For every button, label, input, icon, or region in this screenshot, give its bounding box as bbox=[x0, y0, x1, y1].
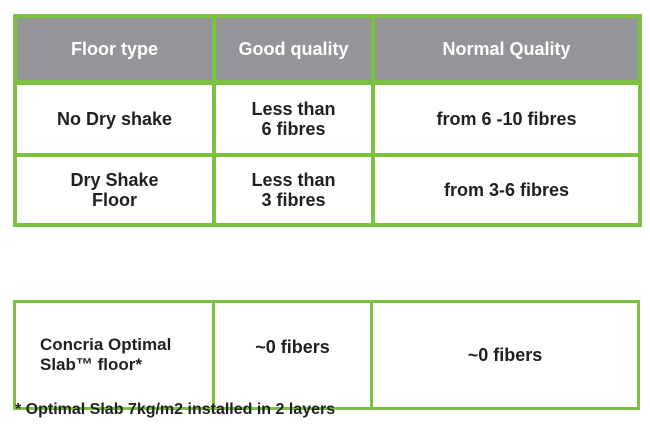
table-header-row: Floor type Good quality Normal Quality bbox=[15, 16, 640, 85]
cell-good-quality: Less than 3 fibres bbox=[212, 153, 375, 225]
cell-text-line: Dry Shake bbox=[70, 170, 159, 190]
cell-normal-quality: from 6 -10 fibres bbox=[371, 80, 640, 157]
table-row: Concria Optimal Slab™ floor* ~0 fibers ~… bbox=[15, 301, 639, 409]
table-row: Dry Shake Floor Less than 3 fibres from … bbox=[15, 153, 640, 225]
cell-normal-quality: from 3-6 fibres bbox=[371, 153, 640, 225]
cell-floor-type: Dry Shake Floor bbox=[15, 153, 216, 225]
cell-good-quality: Less than 6 fibres bbox=[212, 80, 375, 157]
optimal-slab-table: Concria Optimal Slab™ floor* ~0 fibers ~… bbox=[13, 300, 640, 410]
header-good-quality: Good quality bbox=[212, 16, 375, 85]
header-floor-type: Floor type bbox=[15, 16, 216, 85]
cell-text-line: Less than bbox=[251, 170, 336, 190]
cell-normal-quality: ~0 fibers bbox=[370, 301, 639, 409]
footnote: * Optimal Slab 7kg/m2 installed in 2 lay… bbox=[15, 401, 336, 418]
cell-text-line: Slab™ floor* bbox=[40, 355, 143, 374]
cell-good-quality: ~0 fibers bbox=[212, 301, 372, 409]
cell-floor-type: No Dry shake bbox=[15, 80, 216, 157]
table-row: No Dry shake Less than 6 fibres from 6 -… bbox=[15, 80, 640, 157]
cell-floor-type: Concria Optimal Slab™ floor* bbox=[15, 302, 214, 409]
cell-text-line: Less than bbox=[251, 99, 336, 119]
fibre-quality-table: Floor type Good quality Normal Quality N… bbox=[13, 14, 642, 227]
cell-text-line: 6 fibres bbox=[261, 119, 326, 139]
cell-text-line: Concria Optimal bbox=[40, 335, 172, 354]
cell-text-line: 3 fibres bbox=[261, 190, 326, 210]
header-normal-quality: Normal Quality bbox=[371, 16, 640, 85]
cell-text-line: Floor bbox=[92, 190, 137, 210]
